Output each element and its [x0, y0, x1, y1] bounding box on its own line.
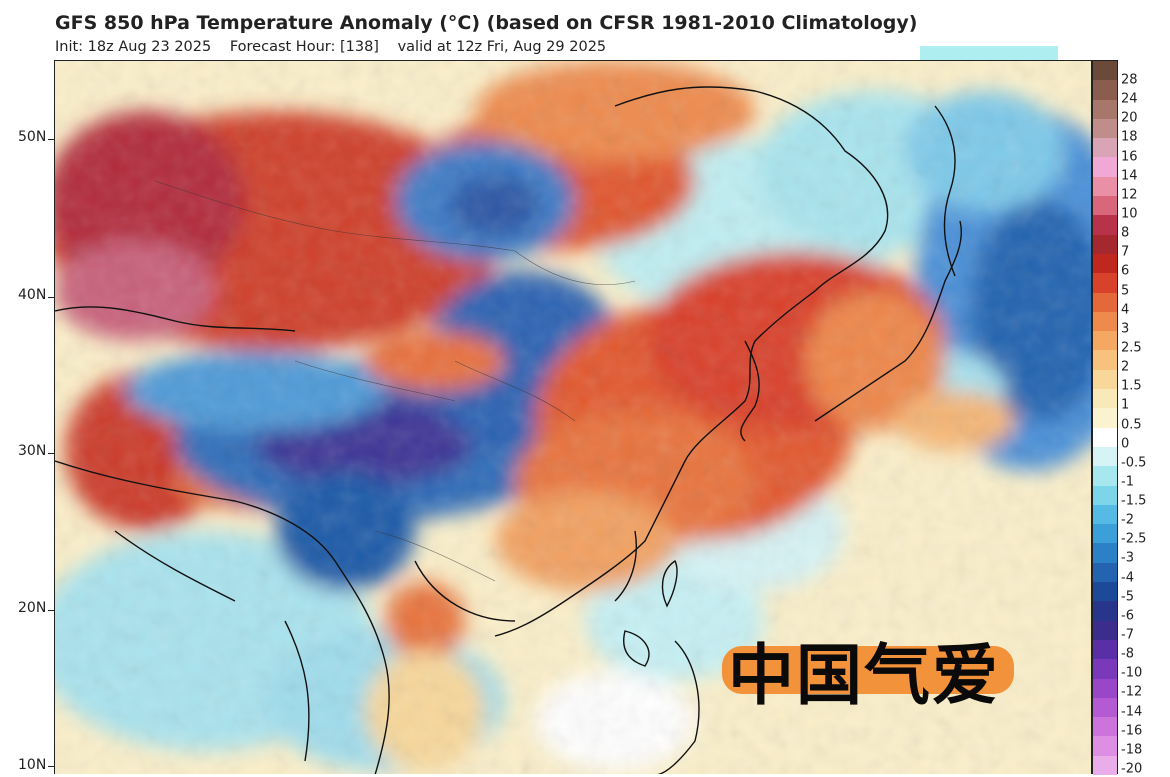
- lat-label-30n: 30N: [18, 443, 47, 459]
- colorbar-segment: [1093, 253, 1117, 274]
- colorbar-label: 16: [1121, 149, 1138, 165]
- colorbar-label: -14: [1121, 704, 1143, 720]
- forecast-hour: Forecast Hour: [138]: [229, 39, 379, 55]
- colorbar-label: -10: [1121, 665, 1143, 681]
- colorbar-label: 18: [1121, 129, 1138, 145]
- lat-tick-mark: [48, 766, 54, 767]
- colorbar-segment: [1093, 659, 1117, 679]
- colorbar-segment: [1093, 292, 1117, 313]
- colorbar-label: -7: [1121, 627, 1134, 643]
- map-subtitle: Init: 18z Aug 23 2025 Forecast Hour: [13…: [55, 39, 620, 55]
- colorbar-label: -2.5: [1121, 531, 1147, 547]
- colorbar-label: -12: [1121, 684, 1143, 700]
- colorbar-segment: [1093, 755, 1117, 776]
- colorbar-segment: [1093, 678, 1117, 699]
- colorbar-label: 5: [1121, 283, 1130, 299]
- lat-tick-mark: [48, 610, 54, 611]
- lat-label-20n: 20N: [18, 600, 47, 616]
- colorbar-label: 10: [1121, 206, 1138, 222]
- colorbar-label: -3: [1121, 550, 1134, 566]
- colorbar-label: -18: [1121, 742, 1143, 758]
- colorbar-segment: [1093, 736, 1117, 757]
- colorbar-segment: [1093, 446, 1117, 467]
- coastlines: [55, 86, 962, 774]
- colorbar-segment: [1093, 427, 1117, 448]
- colorbar-label: 0.5: [1121, 417, 1142, 432]
- colorbar-segment: [1093, 61, 1117, 81]
- colorbar-label: 14: [1121, 168, 1138, 184]
- colorbar-segment: [1093, 601, 1117, 622]
- lat-label-50n: 50N: [18, 129, 47, 145]
- watermark: 中国气爱: [722, 622, 1014, 714]
- colorbar-segment: [1093, 582, 1117, 602]
- colorbar-label: 2: [1121, 359, 1130, 375]
- colorbar-segment: [1093, 311, 1117, 332]
- colorbar-segment: [1093, 389, 1117, 409]
- colorbar-label: -20: [1121, 761, 1143, 777]
- colorbar-label: 1.5: [1121, 378, 1142, 394]
- colorbar-segment: [1093, 485, 1117, 506]
- colorbar-label: 28: [1121, 72, 1138, 88]
- colorbar-segment: [1093, 466, 1117, 487]
- colorbar-segment: [1093, 562, 1117, 583]
- colorbar-segment: [1093, 215, 1117, 236]
- colorbar-segment: [1093, 138, 1117, 158]
- lat-label-40n: 40N: [18, 287, 47, 303]
- colorbar-label: 3: [1121, 321, 1130, 337]
- colorbar-segment: [1093, 408, 1117, 429]
- colorbar-label: -8: [1121, 646, 1134, 662]
- colorbar-segment: [1093, 331, 1117, 351]
- colorbar-segment: [1093, 118, 1117, 139]
- colorbar-segment: [1093, 176, 1117, 197]
- colorbar-label: 8: [1121, 225, 1130, 241]
- colorbar-label: -5: [1121, 589, 1134, 605]
- colorbar-label: 20: [1121, 110, 1138, 126]
- colorbar-segment: [1093, 717, 1117, 737]
- colorbar-segment: [1093, 369, 1117, 390]
- colorbar: [1092, 60, 1118, 776]
- valid-time: valid at 12z Fri, Aug 29 2025: [397, 39, 607, 55]
- colorbar-segment: [1093, 196, 1117, 216]
- colorbar-label: 6: [1121, 263, 1130, 279]
- lat-tick-mark: [48, 453, 54, 454]
- colorbar-segment: [1093, 99, 1117, 120]
- colorbar-label: -1: [1121, 474, 1134, 490]
- colorbar-segment: [1093, 620, 1117, 641]
- colorbar-label: 2.5: [1121, 340, 1142, 356]
- colorbar-segment: [1093, 697, 1117, 718]
- colorbar-label: -6: [1121, 608, 1134, 624]
- colorbar-segment: [1093, 639, 1117, 660]
- colorbar-label: -2: [1121, 512, 1134, 528]
- colorbar-segment: [1093, 543, 1117, 564]
- colorbar-label: 0: [1121, 436, 1130, 452]
- colorbar-segment: [1093, 273, 1117, 294]
- colorbar-label: -16: [1121, 723, 1143, 739]
- colorbar-label: -4: [1121, 570, 1134, 586]
- colorbar-segment: [1093, 524, 1117, 544]
- lat-tick-mark: [48, 139, 54, 140]
- colorbar-segment: [1093, 80, 1117, 101]
- map-title: GFS 850 hPa Temperature Anomaly (°C) (ba…: [55, 12, 918, 34]
- colorbar-label: -1.5: [1121, 493, 1147, 509]
- colorbar-segment: [1093, 234, 1117, 255]
- colorbar-segment: [1093, 157, 1117, 178]
- colorbar-label: 4: [1121, 302, 1130, 318]
- watermark-text: 中国气爱: [728, 637, 1000, 714]
- lat-tick-mark: [48, 297, 54, 298]
- init-time: Init: 18z Aug 23 2025: [55, 39, 212, 55]
- colorbar-segment: [1093, 350, 1117, 371]
- colorbar-label: 24: [1121, 91, 1138, 107]
- borders: [154, 180, 636, 582]
- colorbar-segment: [1093, 504, 1117, 525]
- colorbar-label: 7: [1121, 244, 1130, 260]
- lat-label-10n: 10N: [18, 757, 47, 773]
- watermark-highlight: [722, 646, 1014, 694]
- colorbar-label: -0.5: [1121, 455, 1147, 471]
- colorbar-extension-strip: [920, 46, 1058, 62]
- colorbar-label: 12: [1121, 187, 1138, 203]
- colorbar-label: 1: [1121, 397, 1130, 413]
